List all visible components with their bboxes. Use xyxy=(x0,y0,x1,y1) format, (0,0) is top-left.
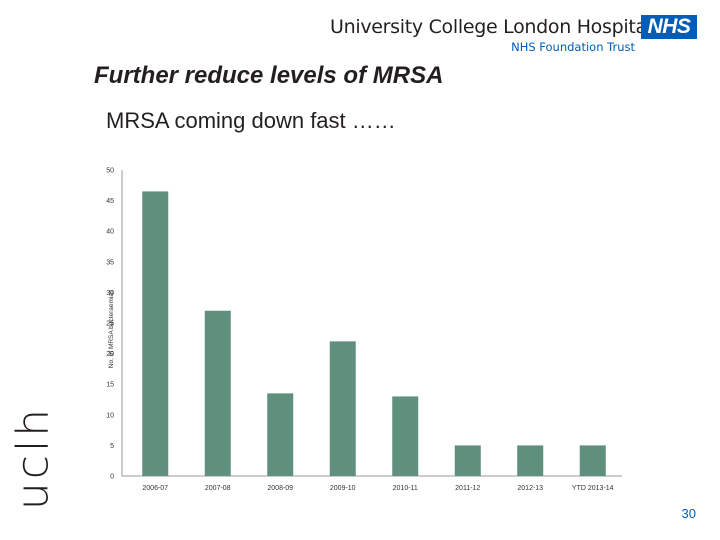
bar xyxy=(517,445,544,476)
bar xyxy=(329,341,356,476)
bar xyxy=(392,396,419,476)
x-tick-labels: 2006-07 2007-08 2008-09 2009-10 2010-11 2011-… xyxy=(142,485,613,492)
x-tick-label: 2008-09 xyxy=(267,485,293,492)
bar xyxy=(142,191,169,477)
x-tick-label: 2011-12 xyxy=(455,485,480,492)
y-axis-label-group: No. of MRSA bacteraemias xyxy=(108,289,115,368)
y-axis-label: No. of MRSA bacteraemias xyxy=(108,289,115,368)
x-tick-label: YTD 2013-14 xyxy=(572,485,614,492)
uclh-logo-text: uclh xyxy=(7,405,59,511)
page-number: 30 xyxy=(681,506,696,521)
x-tick-label: 2009-10 xyxy=(330,485,356,492)
nhs-logo: NHS xyxy=(641,15,697,39)
uclh-side-logo: uclh xyxy=(7,396,59,520)
slide-title: Further reduce levels of MRSA xyxy=(94,62,444,89)
x-tick-label: 2010-11 xyxy=(393,485,418,492)
x-tick-label: 2007-08 xyxy=(205,485,231,492)
chart-axes xyxy=(121,170,622,477)
y-tick-label: 20 xyxy=(106,351,114,358)
x-tick-label: 2012-13 xyxy=(517,485,543,492)
y-tick-label: 30 xyxy=(106,290,114,297)
y-tick-label: 0 xyxy=(110,474,114,481)
y-tick-label: 5 xyxy=(110,443,114,450)
y-tick-label: 10 xyxy=(106,412,114,419)
y-tick-label: 35 xyxy=(106,259,114,266)
bars xyxy=(142,191,606,477)
bar xyxy=(454,445,481,476)
bar xyxy=(579,445,606,476)
y-tick-label: 45 xyxy=(106,198,114,205)
y-tick-label: 15 xyxy=(106,382,114,389)
y-tick-label: 50 xyxy=(106,168,114,175)
trust-name: NHS Foundation Trust xyxy=(511,40,635,54)
x-tick-label: 2006-07 xyxy=(142,485,168,492)
bar xyxy=(267,393,294,476)
organization-name: University College London Hospitals xyxy=(330,16,662,38)
bar xyxy=(204,310,231,476)
y-tick-label: 40 xyxy=(106,229,114,236)
y-tick-label: 25 xyxy=(106,321,114,328)
y-tick-labels: 0 5 10 15 20 25 30 35 40 45 50 xyxy=(106,168,114,481)
slide-subtitle: MRSA coming down fast …… xyxy=(106,108,396,133)
